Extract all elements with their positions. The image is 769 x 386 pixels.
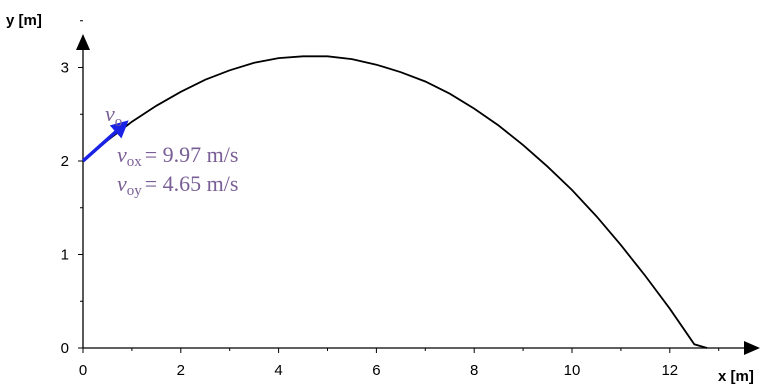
vox-label: vox = 9.97 m/s [117,142,238,170]
x-axis-arrow-icon [744,341,760,355]
x-tick-label: 4 [274,362,282,379]
y-tick-label: 2 [61,153,69,170]
y-tick-label: 0 [61,340,69,357]
x-tick-label: 6 [372,362,380,379]
v0-label: vo [105,101,122,130]
x-tick-label: 12 [661,362,678,379]
trajectory-curve [82,55,708,349]
voy-value: = 4.65 m/s [145,171,239,196]
x-tick-label: 10 [564,362,581,379]
y-tick-label: 3 [61,60,69,77]
v0-symbol: v [105,101,115,126]
x-tick-label: 0 [79,362,87,379]
x-tick-label: 8 [470,362,478,379]
initial-velocity-arrow-icon [81,120,129,163]
vox-symbol: v [117,142,127,167]
vox-subscript: ox [127,154,143,170]
y-axis-title: y [m] [6,12,42,29]
y-axis-ticks: 0 1 2 3 [61,20,83,357]
x-axis-ticks: 0 2 4 6 8 10 12 [79,348,720,379]
y-tick-label: 1 [61,247,69,264]
x-tick-label: 2 [177,362,185,379]
voy-label: voy = 4.65 m/s [117,171,238,199]
x-axis-title: x [m] [718,368,754,385]
vox-value: = 9.97 m/s [145,142,239,167]
voy-subscript: oy [127,183,143,199]
voy-symbol: v [117,171,127,196]
y-axis-arrow-icon [76,34,90,50]
v0-subscript: o [115,114,123,130]
